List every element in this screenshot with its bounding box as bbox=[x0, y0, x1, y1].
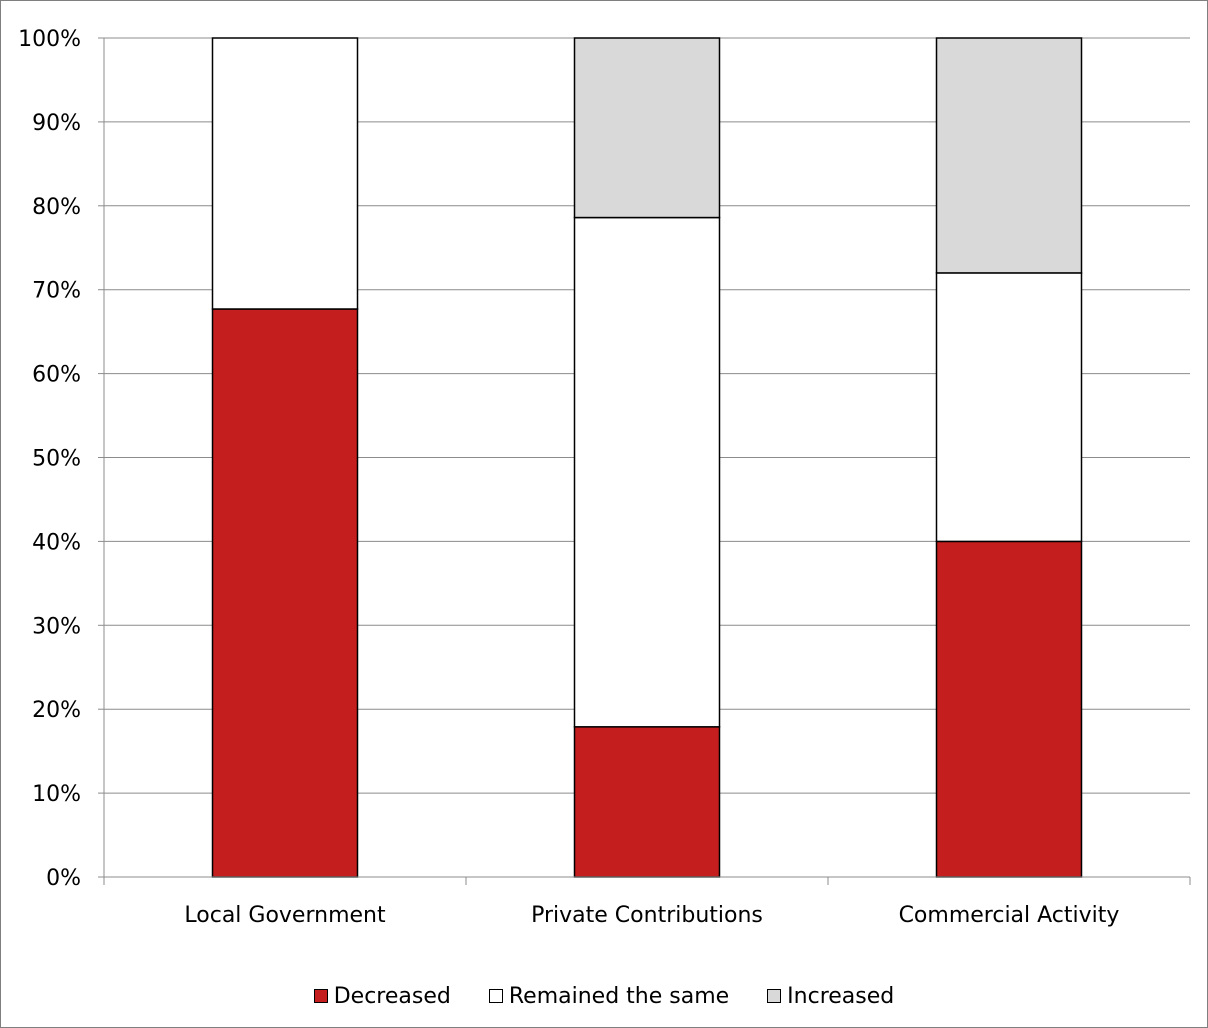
bar-commercial-activity-decreased bbox=[935, 540, 1083, 878]
legend-swatch bbox=[767, 989, 782, 1003]
axes bbox=[103, 38, 1191, 885]
legend-item-remained-the-same: Remained the same bbox=[488, 983, 730, 1009]
y-tick-label: 60% bbox=[32, 363, 81, 388]
y-tick-label: 40% bbox=[32, 530, 81, 555]
bar-commercial-activity-increased bbox=[935, 37, 1083, 274]
y-tick-label: 0% bbox=[46, 866, 81, 891]
legend: Decreased Remained the same Increased bbox=[0, 979, 1208, 1013]
x-tick-label: Commercial Activity bbox=[899, 903, 1120, 928]
bar-private-contributions-increased bbox=[573, 37, 721, 219]
bar-local-government-remained-the-same bbox=[211, 37, 359, 310]
y-tick-label: 20% bbox=[32, 698, 81, 723]
y-tick-label: 90% bbox=[32, 111, 81, 136]
bar-local-government-decreased bbox=[211, 308, 359, 878]
bars bbox=[211, 37, 1083, 878]
x-axis-tick-labels: Local Government Private Contributions Com… bbox=[184, 903, 1119, 928]
x-tick-label: Local Government bbox=[184, 903, 386, 928]
y-tick-label: 80% bbox=[32, 195, 81, 220]
y-axis-tick-labels: 0% 10% 20% 30% 40% 50% 60% 70% 80% 90% 100% bbox=[18, 27, 81, 891]
legend-item-decreased: Decreased bbox=[313, 983, 451, 1009]
legend-item-increased: Increased bbox=[767, 984, 894, 1009]
y-tick-label: 100% bbox=[18, 27, 81, 52]
legend-swatch bbox=[313, 989, 328, 1003]
y-tick-label: 10% bbox=[32, 782, 81, 807]
y-tick-label: 50% bbox=[32, 447, 81, 472]
legend-label: Increased bbox=[787, 983, 895, 1009]
bar-private-contributions-decreased bbox=[573, 726, 721, 878]
legend-label: Remained the same bbox=[508, 983, 730, 1009]
x-tick-label: Private Contributions bbox=[531, 903, 763, 928]
legend-swatch bbox=[488, 989, 503, 1003]
bar-private-contributions-remained-the-same bbox=[573, 216, 721, 728]
legend-label: Decreased bbox=[333, 983, 451, 1009]
y-tick-label: 70% bbox=[32, 279, 81, 304]
bar-commercial-activity-remained-the-same bbox=[935, 272, 1083, 543]
y-tick-label: 30% bbox=[32, 614, 81, 639]
